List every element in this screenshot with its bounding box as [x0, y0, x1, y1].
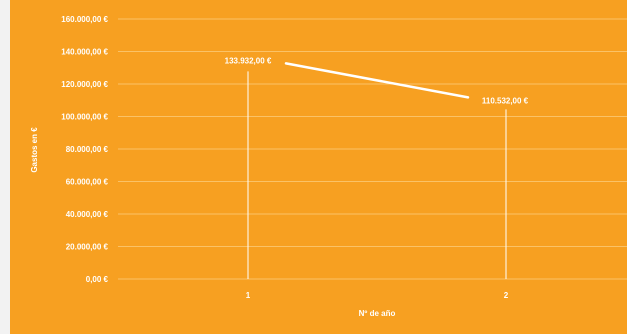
- series: [284, 62, 470, 99]
- y-tick-label: 0,00 €: [86, 275, 109, 284]
- series-line: [284, 62, 470, 99]
- y-tick-label: 160.000,00 €: [61, 15, 108, 24]
- x-axis-title: Nº de año: [359, 309, 396, 318]
- y-tick-label: 120.000,00 €: [61, 80, 108, 89]
- data-label: 110.532,00 €: [482, 96, 529, 105]
- data-labels: 133.932,00 € 110.532,00 €: [225, 56, 529, 105]
- y-tick-label: 40.000,00 €: [66, 210, 109, 219]
- chart-area: [10, 0, 627, 334]
- data-label: 133.932,00 €: [225, 56, 272, 65]
- y-axis-title: Gastos en €: [30, 127, 39, 173]
- drop-lines: [247, 71, 507, 279]
- y-axis-tick-labels: 0,00 € 20.000,00 € 40.000,00 € 60.000,00 € 8…: [61, 15, 108, 284]
- x-tick-label: 2: [504, 291, 509, 300]
- y-tick-label: 140.000,00 €: [61, 48, 108, 57]
- x-tick-label: 1: [246, 291, 251, 300]
- y-tick-label: 80.000,00 €: [66, 145, 109, 154]
- y-tick-label: 20.000,00 €: [66, 243, 109, 252]
- y-tick-label: 60.000,00 €: [66, 178, 109, 187]
- gridlines: [118, 18, 627, 280]
- y-tick-label: 100.000,00 €: [61, 113, 108, 122]
- window-edge: [0, 0, 10, 334]
